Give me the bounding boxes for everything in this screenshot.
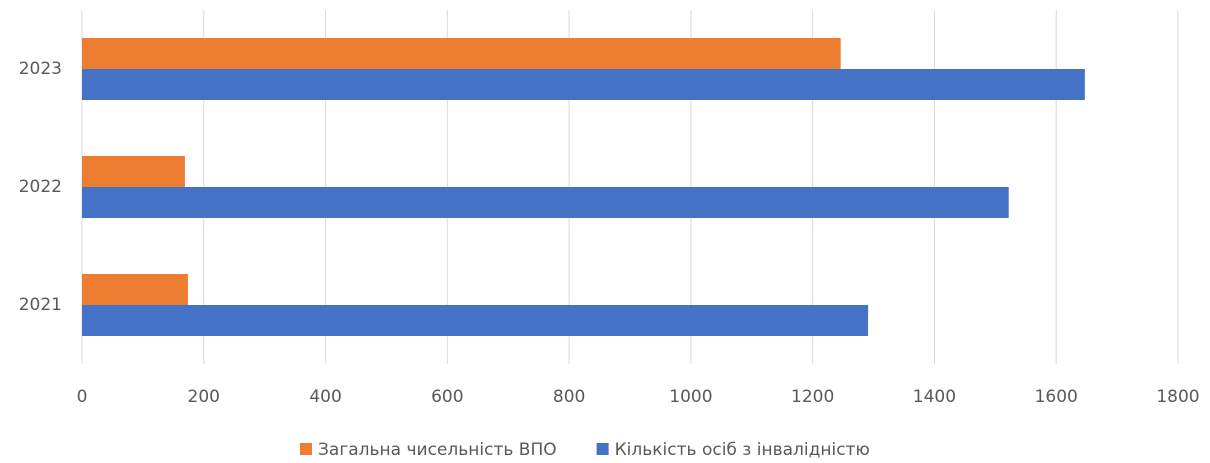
y-tick-label: 2021 <box>19 295 62 315</box>
bar <box>82 156 185 187</box>
x-tick-label: 1400 <box>913 387 956 407</box>
x-tick-label: 200 <box>188 387 220 407</box>
x-tick-label: 0 <box>77 387 88 407</box>
y-tick-label: 2023 <box>19 59 62 79</box>
x-tick-label: 1600 <box>1035 387 1078 407</box>
legend-label: Кількість осіб з інвалідністю <box>615 440 870 460</box>
bar <box>82 69 1085 100</box>
bar <box>82 187 1009 218</box>
x-tick-label: 1800 <box>1156 387 1199 407</box>
legend-swatch <box>596 443 609 455</box>
x-tick-label: 1000 <box>669 387 712 407</box>
x-tick-label: 400 <box>309 387 341 407</box>
x-tick-label: 800 <box>553 387 585 407</box>
bar <box>82 38 841 69</box>
legend-label: Загальна чисельність ВПО <box>318 440 557 460</box>
bar <box>82 274 188 305</box>
legend-swatch <box>300 443 312 455</box>
x-tick-label: 1200 <box>791 387 834 407</box>
x-tick-label: 600 <box>431 387 463 407</box>
y-tick-label: 2022 <box>19 177 62 197</box>
bar <box>82 305 869 336</box>
